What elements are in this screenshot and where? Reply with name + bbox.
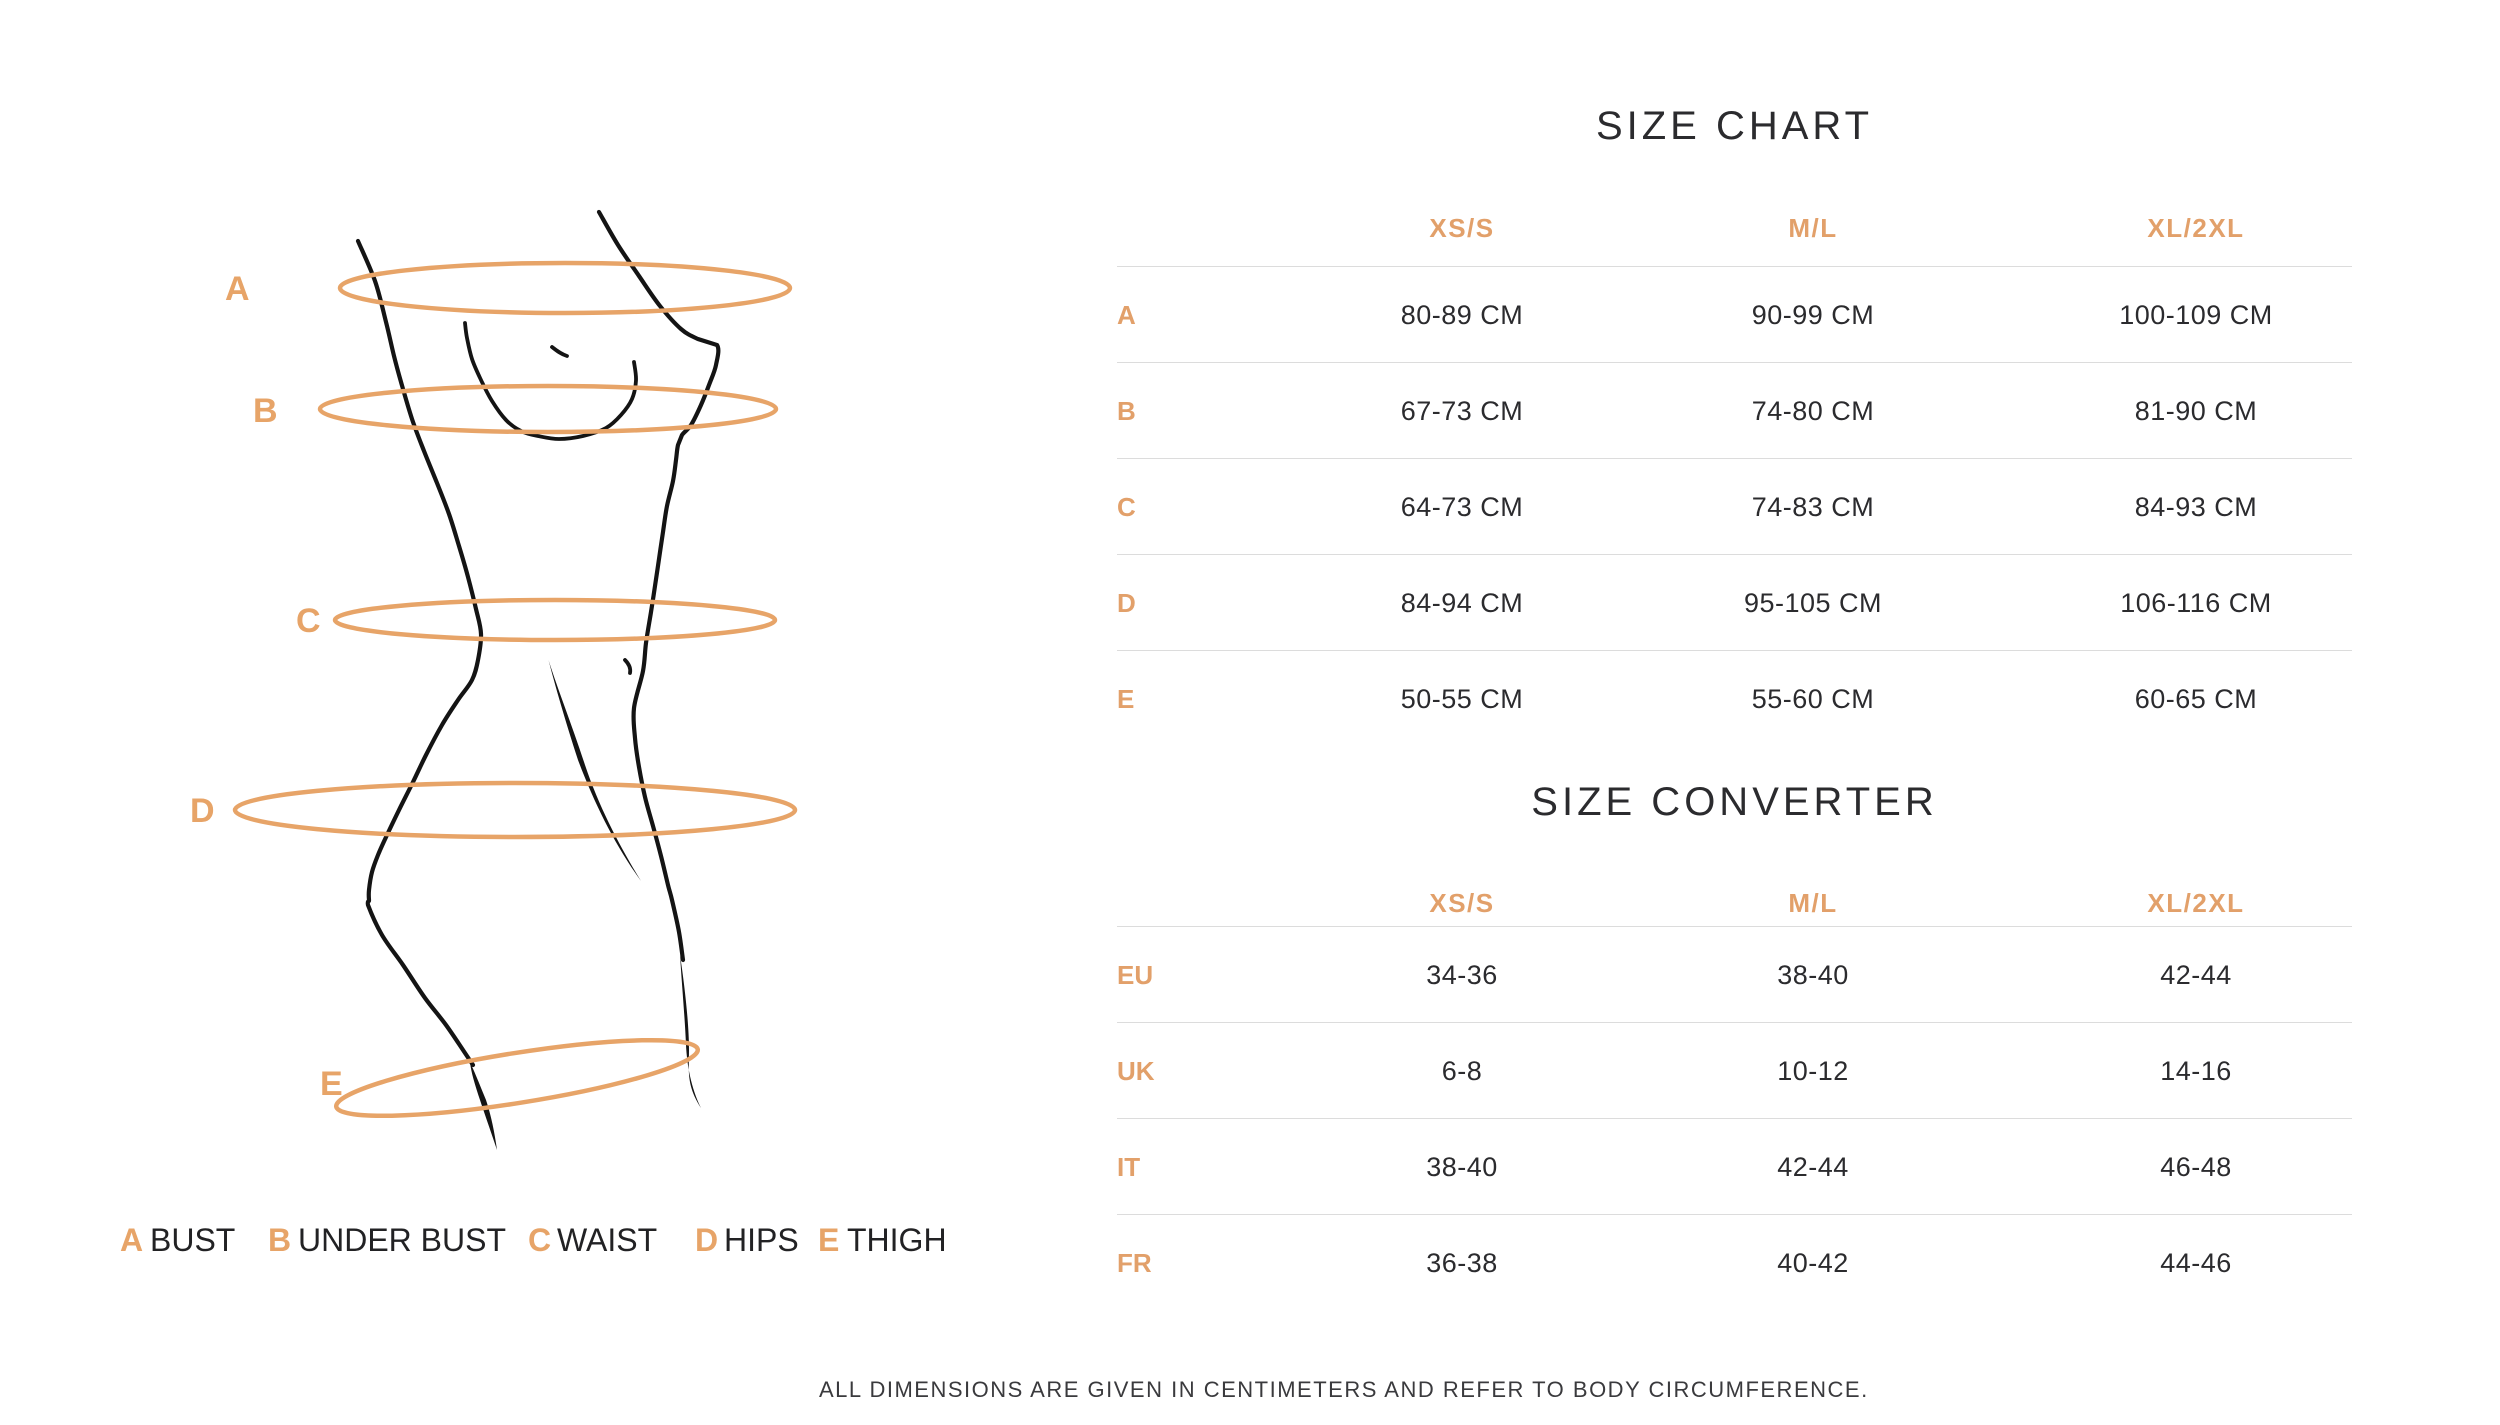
svg-text:C: C (296, 602, 321, 640)
svg-text:D: D (190, 792, 215, 830)
svg-text:E: E (320, 1065, 343, 1103)
svg-text:B: B (253, 392, 278, 430)
svg-text:A: A (225, 270, 250, 308)
